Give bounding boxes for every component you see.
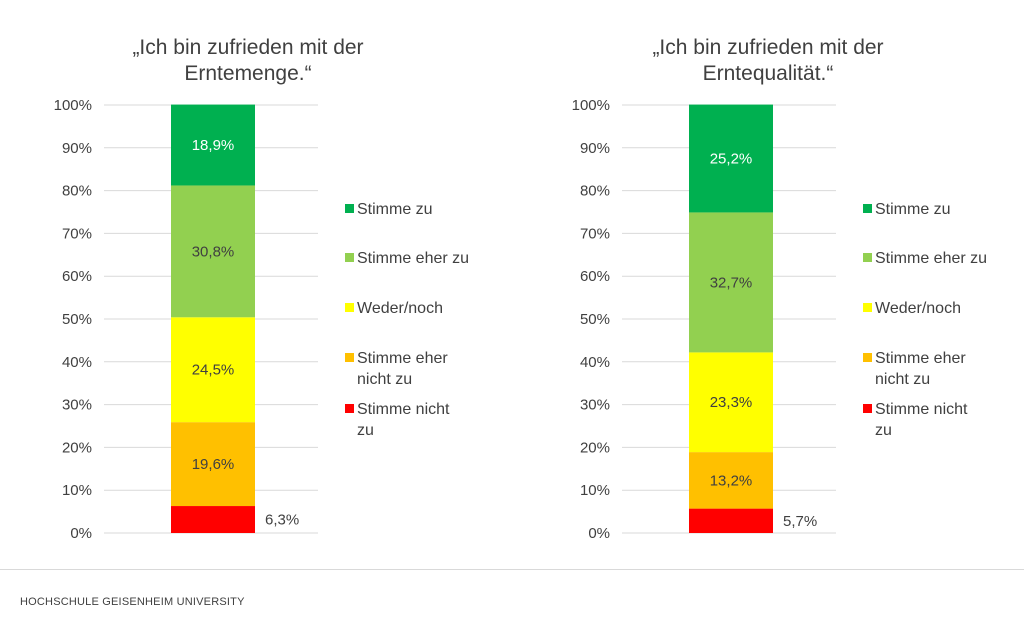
y-tick-label: 90%	[62, 140, 92, 157]
legend-label: Weder/noch	[357, 300, 443, 317]
data-label: 24,5%	[192, 362, 235, 379]
bar-segment	[171, 506, 255, 533]
y-tick-label: 10%	[580, 482, 610, 499]
y-tick-label: 50%	[580, 311, 610, 328]
y-tick-label: 40%	[62, 354, 92, 371]
data-label: 19,6%	[192, 456, 235, 473]
chart-title-line: „Ich bin zufrieden mit der	[652, 36, 883, 59]
legend-label: Stimme eher zu	[875, 250, 987, 267]
y-tick-label: 30%	[580, 397, 610, 414]
legend-label: Stimme nicht	[357, 401, 450, 418]
data-label: 5,7%	[783, 513, 817, 530]
data-label: 25,2%	[710, 151, 753, 168]
data-label: 13,2%	[710, 472, 753, 489]
y-tick-label: 0%	[588, 525, 610, 542]
y-tick-label: 20%	[62, 439, 92, 456]
y-tick-label: 100%	[572, 97, 610, 114]
legend-label: Weder/noch	[875, 300, 961, 317]
stacked-bar-charts: „Ich bin zufrieden mit der Erntemenge.“ 0%…	[54, 36, 987, 542]
y-tick-label: 70%	[580, 225, 610, 242]
y-tick-label: 70%	[62, 225, 92, 242]
y-tick-label: 50%	[62, 311, 92, 328]
y-tick-label: 80%	[62, 183, 92, 200]
y-tick-label: 40%	[580, 354, 610, 371]
y-tick-label: 100%	[54, 97, 92, 114]
y-tick-label: 60%	[62, 268, 92, 285]
legend-swatch	[345, 303, 354, 312]
legend-label: nicht zu	[357, 371, 412, 388]
legend-swatch	[863, 204, 872, 213]
legend-swatch	[863, 253, 872, 262]
y-tick-label: 30%	[62, 397, 92, 414]
data-label: 30,8%	[192, 243, 235, 260]
data-label: 23,3%	[710, 394, 753, 411]
chart-title-line: Erntequalität.“	[703, 62, 834, 85]
legend-label: nicht zu	[875, 371, 930, 388]
legend-label: Stimme eher	[357, 350, 448, 367]
legend-swatch	[863, 353, 872, 362]
legend-label: Stimme zu	[357, 201, 433, 218]
legend-label: zu	[875, 422, 892, 439]
bar-segment	[689, 212, 773, 353]
y-tick-label: 0%	[70, 525, 92, 542]
legend-swatch	[863, 404, 872, 413]
legend-swatch	[345, 404, 354, 413]
bar-segment	[171, 104, 255, 186]
legend-label: Stimme zu	[875, 201, 951, 218]
bar-segment	[171, 185, 255, 318]
bar-segment	[689, 452, 773, 509]
legend-label: Stimme eher zu	[357, 250, 469, 267]
y-tick-label: 60%	[580, 268, 610, 285]
chart-title-line: Erntemenge.“	[184, 62, 311, 85]
data-label: 32,7%	[710, 274, 753, 291]
legend-swatch	[345, 253, 354, 262]
footer-organization: HOCHSCHULE GEISENHEIM UNIVERSITY	[20, 596, 245, 608]
y-tick-label: 10%	[62, 482, 92, 499]
bar-segment	[689, 104, 773, 213]
legend-label: Stimme nicht	[875, 401, 968, 418]
legend-swatch	[345, 353, 354, 362]
legend-label: zu	[357, 422, 374, 439]
data-label: 18,9%	[192, 137, 235, 154]
footer-divider	[0, 569, 1024, 570]
y-tick-label: 80%	[580, 183, 610, 200]
bar-segment	[171, 422, 255, 507]
y-tick-label: 90%	[580, 140, 610, 157]
chart-title-line: „Ich bin zufrieden mit der	[132, 36, 363, 59]
legend-label: Stimme eher	[875, 350, 966, 367]
data-label: 6,3%	[265, 512, 299, 529]
legend-swatch	[345, 204, 354, 213]
bar-segment	[689, 508, 773, 533]
bar-segment	[689, 352, 773, 453]
bar-segment	[171, 317, 255, 423]
legend-swatch	[863, 303, 872, 312]
y-tick-label: 20%	[580, 439, 610, 456]
